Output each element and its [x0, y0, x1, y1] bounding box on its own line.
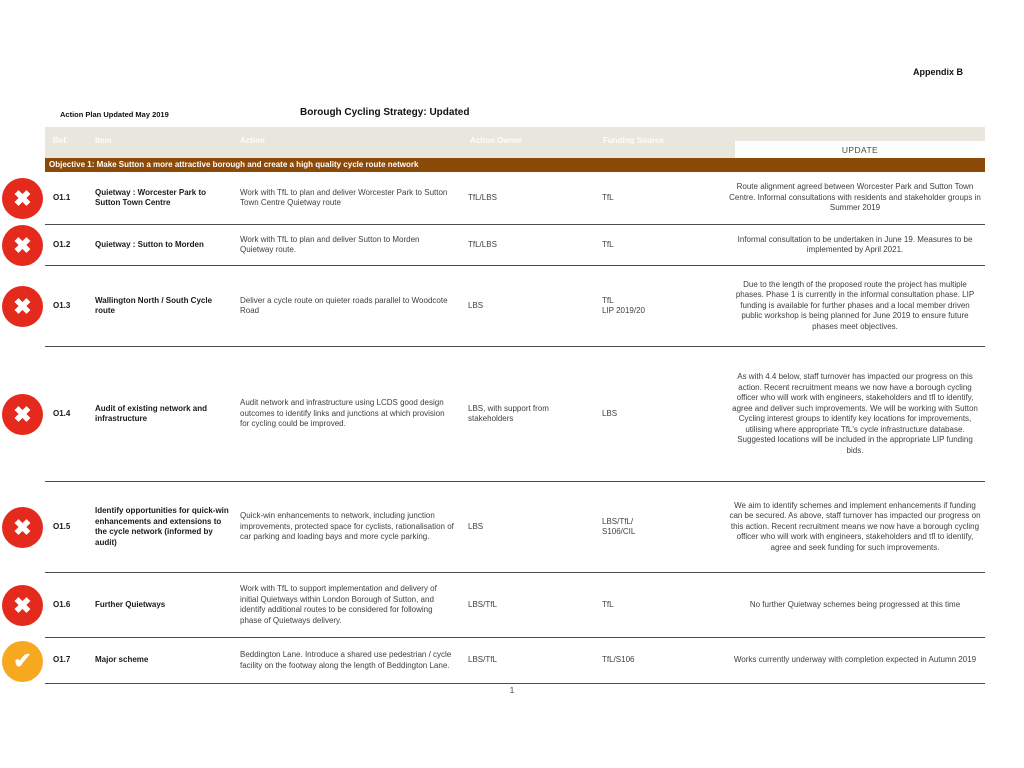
header-action-owner: Action Owner — [470, 136, 523, 145]
item-cell: Wallington North / South Cycle route — [95, 295, 213, 316]
funding-cell: TfL — [602, 599, 614, 609]
cross-icon: ✖ — [2, 507, 43, 548]
update-cell: Works currently underway with completion… — [733, 655, 977, 665]
action-cell: Work with TfL to plan and deliver Sutton… — [240, 234, 420, 255]
action-plan-updated-label: Action Plan Updated May 2019 — [60, 110, 169, 119]
header-funding-source: Funding Source — [603, 136, 664, 145]
table-body: ✖ O1.1 Quietway : Worcester Park to Sutt… — [0, 172, 985, 684]
status-cell: ✖ — [0, 225, 45, 266]
table-row: ✖ O1.4 Audit of existing network and inf… — [0, 347, 985, 482]
table-row: ✖ O1.3 Wallington North / South Cycle ro… — [0, 266, 985, 347]
table-row: ✖ O1.5 Identify opportunities for quick-… — [0, 482, 985, 573]
action-owner-cell: LBS — [468, 300, 484, 310]
funding-cell: TfL LIP 2019/20 — [602, 295, 646, 316]
funding-cell: LBS — [602, 408, 618, 418]
objective-banner: Objective 1: Make Sutton a more attracti… — [45, 158, 985, 172]
row-cells: O1.5 Identify opportunities for quick-wi… — [45, 482, 985, 573]
action-owner-cell: TfL/LBS — [468, 192, 497, 202]
item-cell: Identify opportunities for quick-win enh… — [95, 506, 229, 547]
cross-icon: ✖ — [2, 585, 43, 626]
ref-cell: O1.6 — [53, 599, 71, 609]
table-header-row: Ref. Item Action Action Owner Funding So… — [45, 127, 985, 158]
action-cell: Audit network and infrastructure using L… — [240, 398, 445, 429]
appendix-label: Appendix B — [912, 67, 963, 77]
table-row: ✔ O1.7 Major scheme Beddington Lane. Int… — [0, 638, 985, 684]
header-item: Item — [95, 136, 112, 145]
status-cell: ✖ — [0, 347, 45, 482]
item-cell: Audit of existing network and infrastruc… — [95, 403, 208, 424]
ref-cell: O1.3 — [53, 300, 71, 310]
funding-cell: TfL/S106 — [602, 655, 635, 665]
check-icon: ✔ — [2, 640, 43, 682]
ref-cell: O1.1 — [53, 192, 71, 202]
status-cell: ✖ — [0, 172, 45, 225]
action-owner-cell: TfL/LBS — [468, 239, 497, 249]
ref-cell: O1.2 — [53, 239, 71, 249]
table-row: ✖ O1.6 Further Quietways Work with TfL t… — [0, 573, 985, 638]
row-cells: O1.2 Quietway : Sutton to Morden Work wi… — [45, 225, 985, 266]
action-owner-cell: LBS/TfL — [468, 655, 497, 665]
funding-cell: TfL — [602, 192, 614, 202]
action-owner-cell: LBS, with support from stakeholders — [468, 403, 549, 424]
update-cell: Route alignment agreed between Worcester… — [729, 182, 981, 213]
status-cell: ✖ — [0, 573, 45, 638]
header-ref: Ref. — [53, 136, 69, 145]
cross-icon: ✖ — [2, 394, 43, 435]
funding-cell: LBS/TfL/ S106/CIL — [602, 516, 636, 537]
status-cell: ✖ — [0, 482, 45, 573]
action-cell: Beddington Lane. Introduce a shared use … — [240, 650, 452, 670]
status-cell: ✔ — [0, 638, 45, 684]
status-cell: ✖ — [0, 266, 45, 347]
item-cell: Quietway : Worcester Park to Sutton Town… — [95, 187, 206, 208]
cross-icon: ✖ — [2, 286, 43, 327]
cross-icon: ✖ — [2, 225, 43, 266]
funding-cell: TfL — [602, 239, 614, 249]
update-cell: Due to the length of the proposed route … — [735, 279, 975, 331]
row-cells: O1.4 Audit of existing network and infra… — [45, 347, 985, 482]
action-owner-cell: LBS/TfL — [468, 599, 497, 609]
action-cell: Quick-win enhancements to network, inclu… — [240, 511, 454, 542]
update-cell: We aim to identify schemes and implement… — [729, 500, 981, 552]
table-row: ✖ O1.2 Quietway : Sutton to Morden Work … — [0, 225, 985, 266]
row-cells: O1.3 Wallington North / South Cycle rout… — [45, 266, 985, 347]
action-cell: Work with TfL to support implementation … — [240, 584, 437, 625]
update-cell: Informal consultation to be undertaken i… — [737, 234, 973, 255]
header-action: Action — [240, 136, 265, 145]
item-cell: Quietway : Sutton to Morden — [95, 239, 204, 249]
page-number: 1 — [509, 686, 515, 695]
ref-cell: O1.7 — [53, 655, 71, 665]
action-cell: Work with TfL to plan and deliver Worces… — [240, 187, 448, 208]
ref-cell: O1.4 — [53, 408, 71, 418]
row-cells: O1.1 Quietway : Worcester Park to Sutton… — [45, 172, 985, 225]
action-owner-cell: LBS — [468, 521, 484, 531]
header-update: UPDATE — [735, 141, 985, 158]
item-cell: Further Quietways — [95, 599, 166, 609]
page-title: Borough Cycling Strategy: Updated — [300, 107, 470, 118]
action-cell: Deliver a cycle route on quieter roads p… — [240, 295, 448, 316]
update-cell: As with 4.4 below, staff turnover has im… — [732, 372, 978, 455]
ref-cell: O1.5 — [53, 521, 71, 531]
cross-icon: ✖ — [2, 178, 43, 219]
row-cells: O1.7 Major scheme Beddington Lane. Intro… — [45, 638, 985, 684]
update-cell: No further Quietway schemes being progre… — [749, 599, 961, 609]
table-row: ✖ O1.1 Quietway : Worcester Park to Sutt… — [0, 172, 985, 225]
item-cell: Major scheme — [95, 655, 149, 665]
row-cells: O1.6 Further Quietways Work with TfL to … — [45, 573, 985, 638]
